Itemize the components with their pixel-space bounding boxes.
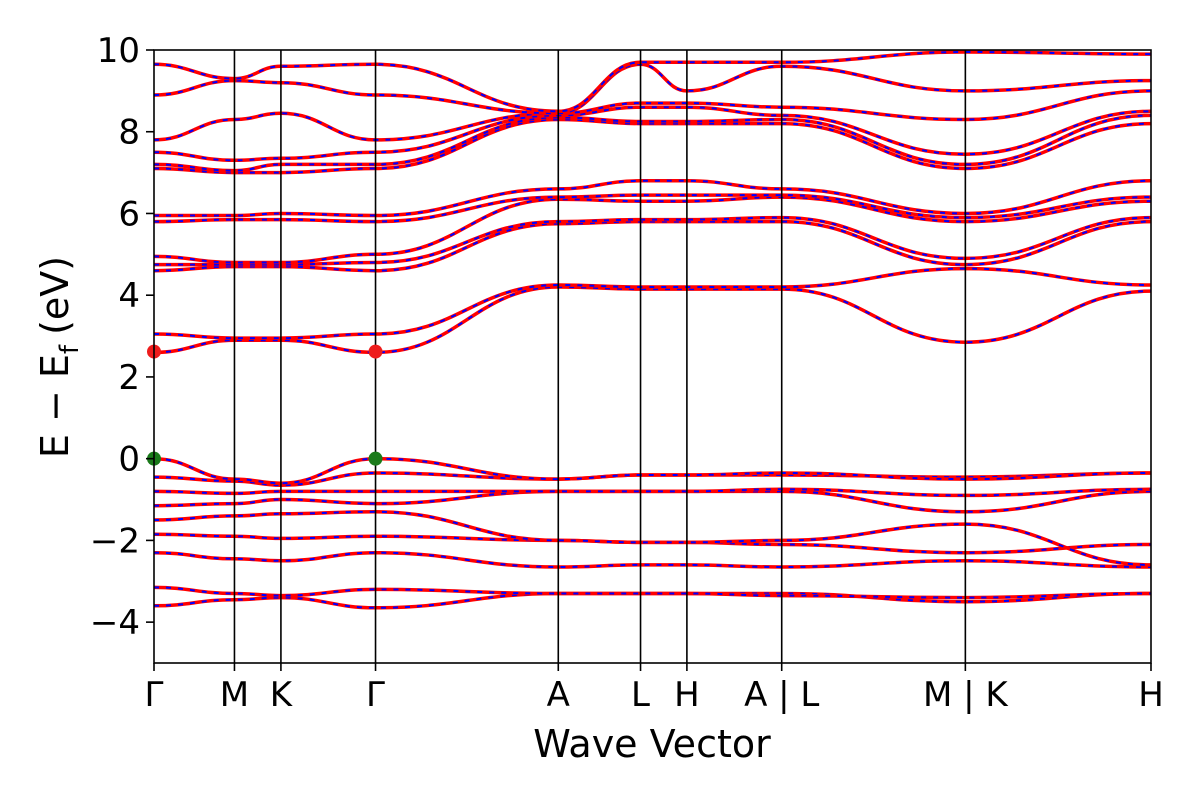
bands-layer bbox=[154, 50, 1151, 610]
band-line-blue bbox=[154, 106, 1151, 162]
y-tick-label: 6 bbox=[118, 194, 140, 234]
x-tick-label: K bbox=[270, 675, 294, 715]
y-axis-title: E − Ef (eV) bbox=[33, 256, 85, 458]
band-line-blue bbox=[154, 267, 1151, 340]
x-tick-label: H bbox=[1138, 675, 1164, 715]
band-line-blue bbox=[154, 457, 1151, 485]
x-tick-label: L bbox=[631, 675, 650, 715]
y-tick-label: 0 bbox=[118, 440, 140, 480]
y-tick-label: −4 bbox=[90, 603, 140, 643]
y-axis-ticks: −4 −2 0 2 4 6 8 10 bbox=[90, 31, 154, 643]
band-line-blue bbox=[154, 490, 1151, 513]
band-line-red bbox=[154, 510, 1151, 567]
x-tick-label: M bbox=[220, 675, 249, 715]
band-line-blue bbox=[154, 488, 1151, 497]
band-line-blue bbox=[154, 216, 1151, 266]
y-tick-label: −2 bbox=[90, 521, 140, 561]
x-tick-label: A bbox=[547, 675, 570, 715]
x-tick-label: H bbox=[674, 675, 700, 715]
y-axis-title-unit: (eV) bbox=[33, 256, 77, 335]
band-line-blue bbox=[154, 179, 1151, 217]
plot-frame bbox=[153, 49, 1152, 664]
y-tick-label: 4 bbox=[118, 276, 140, 316]
x-tick-label: A | L bbox=[744, 675, 819, 715]
band-line-blue bbox=[154, 50, 1151, 113]
band-line-red bbox=[154, 195, 1151, 265]
x-axis-title: Wave Vector bbox=[533, 722, 771, 766]
cbm-marker bbox=[368, 344, 383, 359]
plot-area-background bbox=[154, 50, 1151, 663]
band-line-blue bbox=[154, 285, 1151, 354]
high-symmetry-lines bbox=[233, 50, 967, 663]
y-axis-title-main: E − E bbox=[33, 354, 77, 458]
band-line-blue bbox=[154, 118, 1151, 174]
band-line-blue bbox=[154, 114, 1151, 172]
band-line-blue bbox=[154, 194, 1151, 223]
y-tick-label: 2 bbox=[118, 358, 140, 398]
y-tick-label: 8 bbox=[118, 113, 140, 153]
x-tick-label: Γ bbox=[145, 675, 164, 715]
x-tick-label: Γ bbox=[366, 675, 385, 715]
band-line-blue bbox=[154, 220, 1151, 272]
band-line-blue bbox=[154, 533, 1151, 554]
y-tick-label: 10 bbox=[97, 31, 140, 71]
y-axis-title-subscript: f bbox=[55, 344, 85, 354]
x-tick-label: M | K bbox=[923, 675, 1009, 715]
vbm-marker bbox=[368, 451, 383, 466]
band-line-blue bbox=[154, 586, 1151, 599]
band-line-blue bbox=[154, 89, 1151, 141]
band-line-red bbox=[154, 550, 1151, 569]
